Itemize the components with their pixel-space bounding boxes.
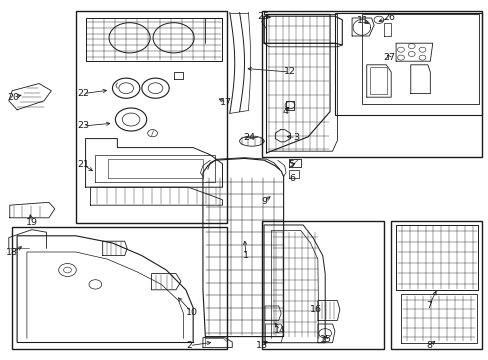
Text: 16: 16 — [310, 305, 322, 314]
Bar — [334, 13, 481, 115]
Text: 24: 24 — [243, 133, 255, 142]
Text: 14: 14 — [274, 325, 285, 335]
Text: 12: 12 — [283, 68, 295, 77]
Text: 11: 11 — [356, 16, 368, 25]
Text: 25: 25 — [257, 12, 268, 21]
Bar — [76, 11, 227, 223]
Text: 8: 8 — [426, 341, 431, 350]
Text: 18: 18 — [6, 248, 18, 257]
Bar — [261, 11, 481, 157]
Text: 2: 2 — [186, 341, 192, 350]
Text: 20: 20 — [7, 93, 19, 102]
Text: 27: 27 — [383, 53, 395, 62]
Text: 9: 9 — [261, 197, 266, 206]
Text: 4: 4 — [282, 107, 287, 116]
Text: 13: 13 — [255, 341, 267, 350]
Text: 6: 6 — [289, 174, 295, 183]
Text: 5: 5 — [287, 161, 293, 169]
Text: 17: 17 — [220, 98, 232, 107]
Text: 23: 23 — [77, 122, 89, 130]
Text: 15: 15 — [320, 335, 331, 343]
Text: 26: 26 — [383, 13, 395, 22]
Bar — [12, 227, 227, 349]
Text: 3: 3 — [292, 133, 298, 142]
Text: 10: 10 — [185, 307, 197, 317]
Bar — [261, 221, 383, 349]
Text: 22: 22 — [77, 89, 89, 98]
Bar — [390, 221, 481, 349]
Text: 7: 7 — [426, 301, 431, 310]
Text: 1: 1 — [243, 251, 248, 260]
Text: 21: 21 — [77, 160, 89, 169]
Text: 19: 19 — [26, 217, 38, 227]
Bar — [361, 14, 478, 104]
